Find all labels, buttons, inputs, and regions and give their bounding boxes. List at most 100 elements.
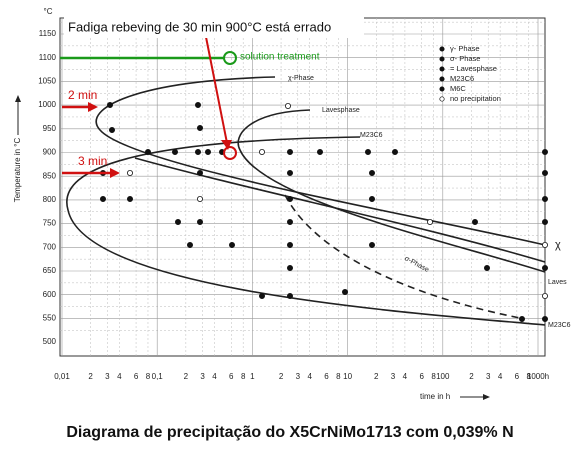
x-tick-label: 8	[527, 372, 532, 381]
x-tick-label: 2	[88, 372, 93, 381]
x-tick-label: 8	[241, 372, 246, 381]
m23c6-curve	[66, 136, 546, 326]
x-tick-label: 3	[200, 372, 205, 381]
data-point	[286, 292, 293, 299]
data-point	[196, 218, 203, 225]
x-tick-label: 4	[117, 372, 122, 381]
error-arrow	[204, 31, 228, 144]
x-tick-label: 3	[391, 372, 396, 381]
x-tick-label: 0,1	[152, 372, 164, 381]
curve-label: Laves	[548, 279, 567, 286]
error-circle	[223, 146, 237, 160]
y-tick-label: 1100	[39, 53, 57, 62]
data-points	[100, 102, 549, 322]
x-tick-label: 2	[469, 372, 474, 381]
x-tick-label: 1	[250, 372, 255, 381]
x-tick-label: 8	[336, 372, 341, 381]
inner-curve	[134, 157, 546, 263]
arrow-head	[88, 102, 98, 112]
legend-label: = Lavesphase	[450, 64, 497, 73]
legend-label: no precipitation	[450, 94, 501, 103]
data-point	[127, 195, 134, 202]
legend-label: M23C6	[450, 74, 474, 83]
x-tick-label: 2	[184, 372, 189, 381]
data-point	[542, 315, 549, 322]
solution-circle	[223, 51, 237, 65]
data-point	[542, 241, 549, 248]
x-tick-label: 6	[324, 372, 329, 381]
y-tick-label: 550	[43, 314, 57, 323]
y-tick-label: 900	[43, 148, 57, 157]
data-point	[316, 148, 323, 155]
x-tick-label: 6	[419, 372, 424, 381]
y-tick-label: 500	[43, 337, 57, 346]
x-tick-label: 4	[212, 372, 217, 381]
data-point	[127, 169, 134, 176]
legend-symbol	[439, 66, 445, 72]
annotation: Fadiga rebeving de 30 min 900°C está err…	[68, 19, 331, 34]
x-tick-label: 1000h	[527, 372, 549, 381]
data-point	[107, 102, 114, 109]
data-point	[341, 288, 348, 295]
annotation-box	[64, 16, 364, 38]
x-tick-label: 3	[105, 372, 110, 381]
data-point	[284, 103, 291, 110]
data-point	[542, 218, 549, 225]
x-tick-label: 4	[498, 372, 503, 381]
y-tick-label: 950	[43, 124, 57, 133]
data-point	[258, 292, 265, 299]
data-point	[204, 148, 211, 155]
data-point	[542, 264, 549, 271]
legend-label: γ- Phase	[450, 44, 480, 53]
x-tick-label: 4	[307, 372, 312, 381]
y-tick-label: 750	[43, 219, 57, 228]
data-point	[542, 195, 549, 202]
curve-label: M23C6	[360, 132, 383, 139]
x-tick-label: 6	[134, 372, 139, 381]
arrow-head	[221, 140, 232, 150]
data-point	[286, 264, 293, 271]
chi-curve	[95, 76, 546, 246]
y-tick-label: 1000	[38, 100, 56, 109]
x-tick-label: 0,01	[54, 372, 70, 381]
y-tick-label: 600	[43, 290, 57, 299]
y-tick-label: 1150	[39, 29, 57, 38]
data-point	[483, 264, 490, 271]
data-point	[194, 148, 201, 155]
x-tick-label: 3	[486, 372, 491, 381]
x-tick-label: 2	[374, 372, 379, 381]
data-point	[196, 169, 203, 176]
data-point	[542, 292, 549, 299]
legend-symbol	[439, 46, 445, 52]
x-tick-label: 8	[146, 372, 151, 381]
legend-symbol	[439, 96, 445, 102]
curve-label: χ	[555, 239, 561, 251]
data-point	[286, 241, 293, 248]
legend-symbol	[439, 56, 445, 62]
data-point	[186, 241, 193, 248]
legend-label: M6C	[450, 84, 466, 93]
data-point	[258, 148, 265, 155]
x-tick-label: 6	[229, 372, 234, 381]
y-axis-label: Temperature in °C	[13, 138, 22, 203]
data-point	[542, 169, 549, 176]
data-point	[286, 169, 293, 176]
data-point	[426, 218, 433, 225]
x-tick-label: 4	[403, 372, 408, 381]
x-axis-label: time in h	[420, 392, 450, 401]
data-point	[171, 148, 178, 155]
y-tick-label: 800	[43, 195, 57, 204]
x-tick-label: 10	[343, 372, 352, 381]
curve-label: Lavesphase	[322, 107, 360, 114]
x-arrow-head	[483, 394, 490, 400]
y-tick-label: 850	[43, 171, 57, 180]
data-point	[286, 218, 293, 225]
data-point	[228, 241, 235, 248]
data-point	[391, 148, 398, 155]
legend-label: σ- Phase	[450, 54, 480, 63]
data-point	[196, 125, 203, 132]
data-point	[471, 218, 478, 225]
label-3min: 3 min	[78, 154, 107, 168]
data-point	[368, 195, 375, 202]
